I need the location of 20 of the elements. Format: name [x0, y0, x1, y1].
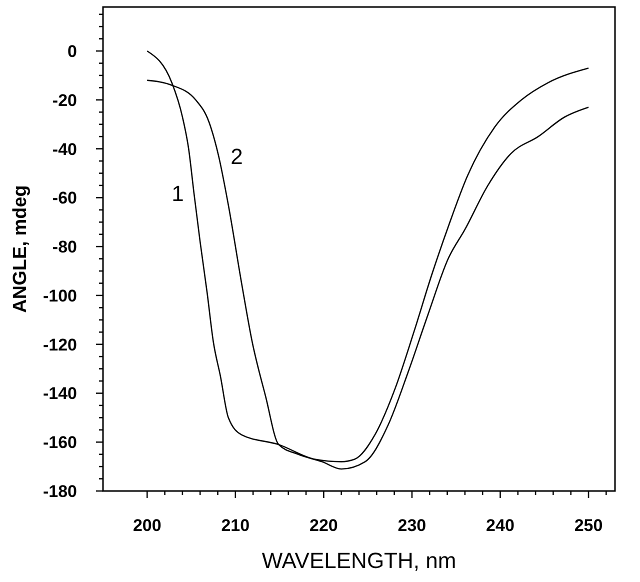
x-tick-label: 220 — [310, 516, 338, 535]
x-axis-title: WAVELENGTH, nm — [262, 548, 456, 573]
y-tick-label: -100 — [42, 286, 77, 306]
series-label: 2 — [230, 144, 243, 170]
y-tick-label: -80 — [52, 238, 77, 257]
x-tick-label: 210 — [221, 516, 250, 535]
x-tick-label: 240 — [486, 516, 514, 535]
y-tick-label: -180 — [42, 482, 77, 501]
series-label: 1 — [172, 180, 184, 206]
y-tick-label: -40 — [52, 140, 77, 159]
y-tick-label: -20 — [52, 90, 77, 110]
y-axis-title: ANGLE, mdeg — [10, 185, 31, 313]
y-tick-label: -160 — [42, 433, 77, 452]
x-tick-label: 250 — [574, 516, 603, 535]
x-tick-label: 230 — [398, 516, 426, 535]
y-tick-label: -140 — [42, 384, 77, 404]
x-tick-label: 200 — [132, 516, 162, 535]
y-tick-label: -60 — [52, 188, 77, 208]
y-tick-label: -120 — [42, 335, 77, 354]
y-tick-label: 0 — [68, 42, 77, 61]
